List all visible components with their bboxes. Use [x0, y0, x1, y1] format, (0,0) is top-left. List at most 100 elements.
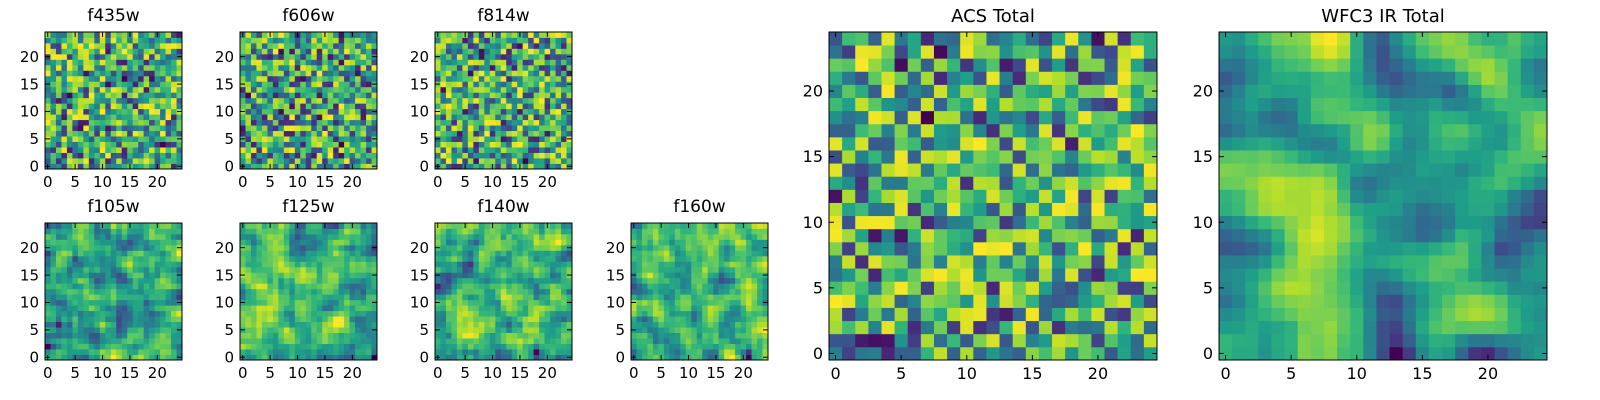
- heatmap-cell: [327, 75, 334, 82]
- heatmap-cell: [300, 75, 307, 82]
- heatmap-cell: [511, 327, 518, 333]
- heatmap-cell: [707, 288, 714, 295]
- heatmap-cell: [154, 316, 161, 323]
- heatmap-cell: [539, 147, 545, 153]
- heatmap-cell: [116, 158, 123, 164]
- heatmap-cell: [462, 53, 469, 60]
- heatmap-cell: [550, 130, 556, 137]
- heatmap-cell: [143, 321, 150, 328]
- heatmap-cell: [647, 233, 654, 240]
- heatmap-cell: [478, 37, 485, 44]
- heatmap-cell: [707, 261, 714, 268]
- heatmap-cell: [132, 261, 139, 268]
- heatmap-cell: [729, 272, 736, 279]
- heatmap-cell: [757, 299, 763, 306]
- heatmap-cell: [511, 32, 518, 38]
- heatmap-cell: [440, 223, 447, 229]
- heatmap-cell: [517, 277, 524, 284]
- heatmap-cell: [451, 239, 458, 246]
- heatmap-cell: [88, 239, 95, 246]
- heatmap-cell: [360, 37, 367, 44]
- heatmap-cell: [462, 97, 469, 104]
- heatmap-cell: [829, 268, 843, 282]
- heatmap-cell: [539, 158, 545, 164]
- heatmap-cell: [674, 250, 681, 257]
- heatmap-cell: [371, 37, 378, 44]
- heatmap-cell: [360, 223, 367, 229]
- heatmap-cell: [105, 272, 112, 279]
- heatmap-cell: [894, 176, 909, 190]
- heatmap-cell: [658, 310, 665, 317]
- heatmap-cell: [522, 64, 529, 71]
- heatmap-cell: [77, 305, 84, 312]
- heatmap-cell: [149, 119, 155, 126]
- heatmap-cell: [272, 305, 279, 312]
- heatmap-cell: [435, 130, 441, 137]
- heatmap-cell: [240, 266, 246, 273]
- heatmap-cell: [894, 202, 909, 217]
- heatmap-cell: [366, 163, 372, 170]
- heatmap-cell: [300, 86, 307, 93]
- heatmap-cell: [165, 239, 172, 246]
- heatmap-cell: [327, 294, 334, 301]
- heatmap-cell: [121, 299, 128, 306]
- heatmap-cell: [327, 305, 334, 312]
- heatmap-cell: [99, 261, 106, 268]
- heatmap-cell: [473, 64, 480, 71]
- heatmap-cell: [500, 158, 507, 164]
- heatmap-cell: [283, 294, 290, 301]
- heatmap-cell: [83, 316, 90, 323]
- heatmap-cell: [533, 266, 540, 273]
- heatmap-cell: [746, 277, 752, 284]
- heatmap-cell: [561, 338, 567, 344]
- heatmap-cell: [484, 338, 491, 344]
- heatmap-cell: [751, 223, 758, 229]
- heatmap-cell: [278, 244, 285, 251]
- heatmap-cell: [245, 86, 252, 93]
- heatmap-cell: [283, 228, 290, 235]
- heatmap-cell: [724, 349, 731, 355]
- heatmap-cell: [658, 266, 665, 273]
- heatmap-cell: [132, 244, 139, 251]
- heatmap-cell: [1052, 255, 1066, 269]
- heatmap-cell: [61, 53, 68, 60]
- heatmap-cell: [451, 349, 458, 355]
- x-tick-label: 20: [343, 173, 362, 191]
- heatmap-cell: [762, 305, 769, 312]
- heatmap-cell: [50, 321, 57, 328]
- heatmap-cell: [289, 32, 296, 38]
- heatmap-cell: [528, 272, 535, 279]
- heatmap-cell: [522, 228, 529, 235]
- heatmap-cell: [176, 70, 183, 77]
- x-tick-label: 0: [433, 364, 443, 382]
- heatmap-cell: [55, 32, 62, 38]
- heatmap-cell: [322, 81, 329, 88]
- heatmap-cell: [256, 343, 263, 350]
- heatmap-cell: [83, 305, 90, 312]
- heatmap-cell: [360, 261, 367, 268]
- heatmap-cell: [751, 343, 758, 350]
- heatmap-cell: [1052, 176, 1066, 190]
- heatmap-cell: [267, 86, 274, 93]
- heatmap-cell: [294, 266, 301, 273]
- heatmap-cell: [105, 59, 112, 66]
- heatmap-cell: [132, 75, 139, 82]
- heatmap-cell: [517, 53, 524, 60]
- heatmap-cell: [473, 239, 480, 246]
- heatmap-cell: [66, 37, 73, 44]
- heatmap-cell: [160, 223, 166, 229]
- heatmap-cell: [544, 338, 551, 344]
- heatmap-cell: [127, 86, 134, 93]
- heatmap-cell: [566, 233, 573, 240]
- heatmap-cell: [522, 266, 529, 273]
- heatmap-cell: [99, 294, 106, 301]
- heatmap-cell: [473, 299, 480, 306]
- heatmap-cell: [1052, 307, 1066, 322]
- heatmap-cell: [691, 343, 698, 350]
- heatmap-cell: [160, 305, 166, 312]
- heatmap-cell: [55, 354, 62, 361]
- heatmap-cell: [528, 75, 535, 82]
- heatmap-cell: [66, 53, 73, 60]
- heatmap-cell: [528, 250, 535, 257]
- heatmap-cell: [245, 141, 252, 148]
